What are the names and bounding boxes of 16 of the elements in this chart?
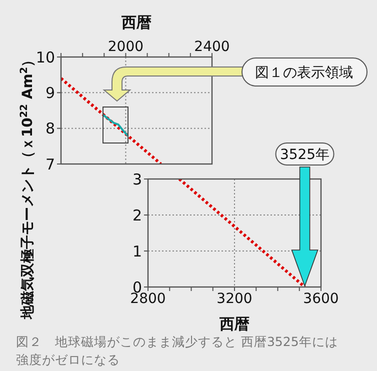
y-tick-label: 8 [45, 120, 55, 138]
text: 3525年 [280, 147, 330, 163]
x-tick-label: 2400 [194, 39, 230, 55]
y-tick-label: 7 [45, 155, 55, 174]
caption: 図１の表示領域 [255, 65, 353, 81]
x-tick-label: 3600 [303, 290, 339, 307]
x-tick-label: 3200 [216, 290, 252, 307]
y-tick-label: 1 [132, 242, 142, 260]
y-tick-label: 3 [132, 170, 142, 188]
x-axis-title: 西暦 [120, 14, 152, 32]
y-tick-label: 9 [45, 84, 55, 102]
y-tick-label: 2 [132, 206, 142, 224]
x-tick-label: 2000 [108, 39, 144, 55]
x-axis-title: 西暦 [218, 315, 250, 333]
caption: 図２ 地球磁場がこのまま減少すると 西暦3525年には強度がゼロになる [16, 333, 339, 369]
y-tick-label: 10 [36, 48, 55, 66]
